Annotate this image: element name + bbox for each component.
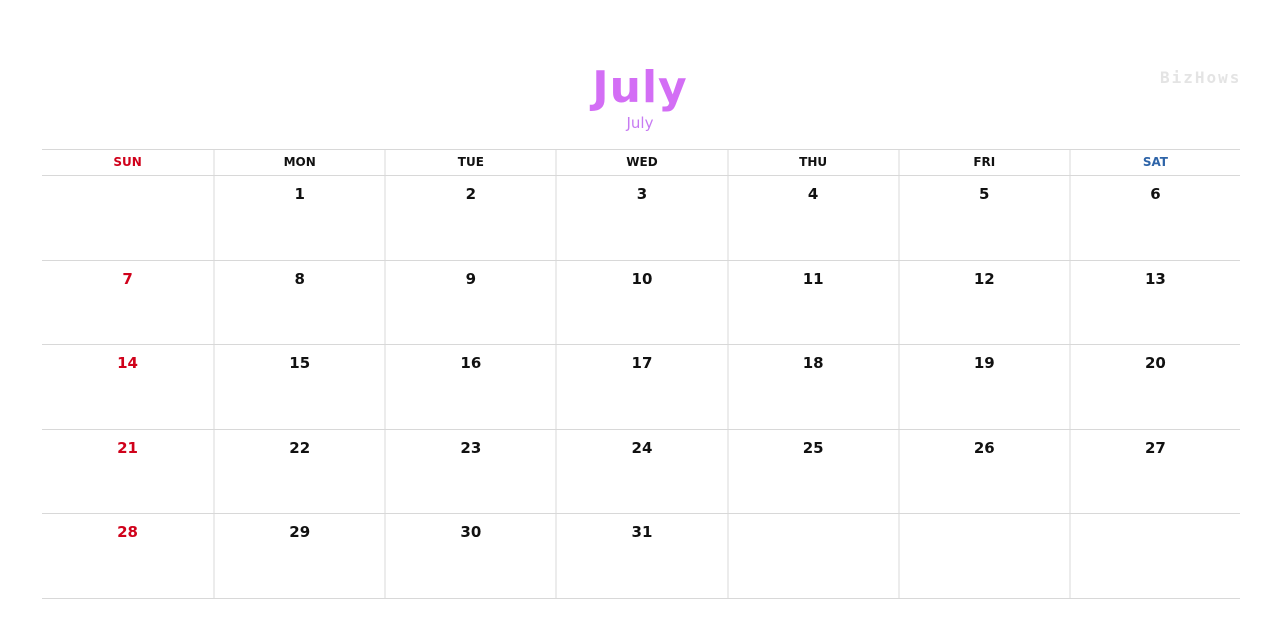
day-cell[interactable]: 2: [384, 176, 555, 260]
day-cell[interactable]: 3: [555, 176, 726, 260]
day-cell[interactable]: 25: [726, 429, 898, 514]
day-cell[interactable]: 26: [897, 429, 1069, 514]
day-cell[interactable]: 8: [213, 260, 384, 345]
calendar-body: 1 2 3 4 5 6 7 8 9 10 11 12 13 14 15 16 17 18 19 20 21 22 23 24 2…: [42, 176, 1240, 599]
day-cell[interactable]: 11: [726, 260, 898, 345]
day-cell[interactable]: 23: [384, 429, 555, 514]
day-cell[interactable]: 21: [117, 438, 138, 457]
day-cell[interactable]: 24: [555, 429, 726, 514]
day-cell[interactable]: 19: [897, 345, 1069, 429]
day-cell[interactable]: 29: [213, 514, 384, 598]
day-cell[interactable]: 7: [122, 269, 133, 288]
day-cell[interactable]: 18: [726, 345, 898, 429]
weekday-mon: MON: [213, 150, 384, 175]
day-cell[interactable]: 14: [117, 354, 138, 373]
day-cell[interactable]: [897, 514, 1069, 598]
day-cell[interactable]: 10: [555, 260, 726, 345]
week-row: 28 29 30 31: [42, 514, 1240, 599]
weekday-tue: TUE: [384, 150, 555, 175]
weekday-thu: THU: [726, 150, 898, 175]
day-cell[interactable]: 5: [897, 176, 1069, 260]
week-row: 7 8 9 10 11 12 13: [42, 260, 1240, 346]
day-cell[interactable]: [726, 514, 898, 598]
day-cell[interactable]: 16: [384, 345, 555, 429]
weekday-wed: WED: [555, 150, 726, 175]
day-cell[interactable]: 4: [726, 176, 898, 260]
day-cell[interactable]: 6: [1068, 176, 1240, 260]
weekday-sat: SAT: [1068, 150, 1240, 175]
day-cell[interactable]: 27: [1068, 429, 1240, 514]
day-cell[interactable]: 20: [1068, 345, 1240, 429]
weekday-header: SUN MON TUE WED THU FRI SAT: [42, 149, 1240, 176]
week-row: 14 15 16 17 18 19 20: [42, 345, 1240, 430]
day-cell[interactable]: 22: [213, 429, 384, 514]
weekday-fri: FRI: [897, 150, 1069, 175]
day-cell[interactable]: 15: [213, 345, 384, 429]
day-cell[interactable]: [1068, 514, 1240, 598]
day-cell[interactable]: 17: [555, 345, 726, 429]
month-subtitle: July: [626, 114, 654, 132]
day-cell[interactable]: [42, 176, 213, 260]
day-cell[interactable]: 28: [117, 523, 138, 542]
day-cell[interactable]: 1: [213, 176, 384, 260]
day-cell[interactable]: 13: [1068, 260, 1240, 345]
day-cell[interactable]: 9: [384, 260, 555, 345]
week-row: 21 22 23 24 25 26 27: [42, 429, 1240, 515]
day-cell[interactable]: 30: [384, 514, 555, 598]
day-cell[interactable]: 12: [897, 260, 1069, 345]
day-cell[interactable]: 31: [555, 514, 726, 598]
calendar-grid: SUN MON TUE WED THU FRI SAT 1 2 3 4 5 6 7 8 9 10 11 12 13 1…: [42, 149, 1240, 599]
weekday-sun: SUN: [113, 155, 142, 169]
month-title: July: [592, 62, 688, 113]
watermark-logo: BizHows: [1160, 68, 1242, 87]
